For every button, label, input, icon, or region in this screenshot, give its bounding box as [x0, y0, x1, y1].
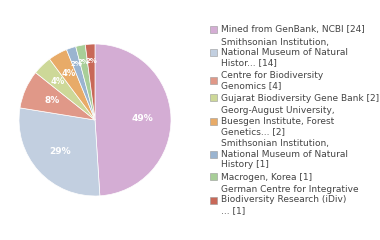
Wedge shape — [76, 45, 95, 120]
Text: 2%: 2% — [70, 61, 82, 67]
Wedge shape — [66, 47, 95, 120]
Text: 4%: 4% — [51, 77, 65, 86]
Text: 4%: 4% — [62, 69, 76, 78]
Wedge shape — [95, 44, 171, 196]
Wedge shape — [20, 73, 95, 120]
Text: 2%: 2% — [78, 59, 90, 65]
Text: 49%: 49% — [131, 114, 153, 123]
Wedge shape — [49, 49, 95, 120]
Legend: Mined from GenBank, NCBI [24], Smithsonian Institution,
National Museum of Natur: Mined from GenBank, NCBI [24], Smithsoni… — [210, 25, 379, 215]
Text: 8%: 8% — [44, 96, 60, 105]
Wedge shape — [36, 59, 95, 120]
Wedge shape — [85, 44, 95, 120]
Wedge shape — [19, 108, 100, 196]
Text: 2%: 2% — [85, 58, 97, 64]
Text: 29%: 29% — [49, 147, 71, 156]
